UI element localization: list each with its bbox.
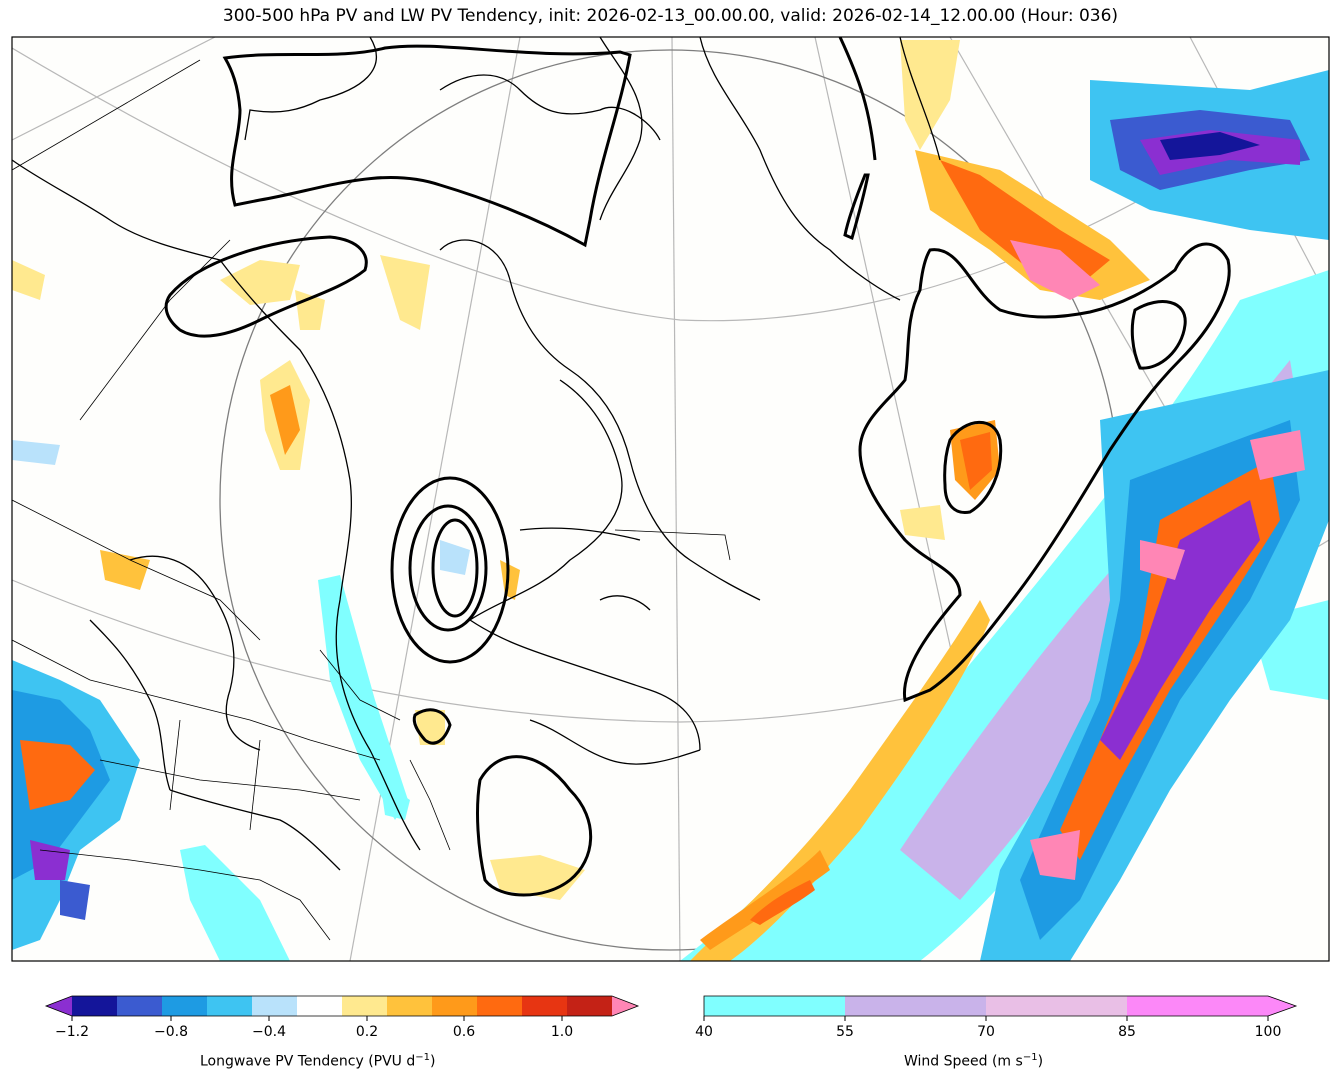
- wind-colorbar-cell: [704, 996, 846, 1016]
- map-panel: [12, 37, 1329, 961]
- pv-colorbar-cell: [72, 996, 118, 1016]
- coastlines: [12, 37, 941, 871]
- pv-colorbar-cell: [207, 996, 253, 1016]
- pv-colorbar-cell: [162, 996, 208, 1016]
- pv-colorbar-cell: [567, 996, 613, 1016]
- wind-colorbar-extend-high: [1268, 996, 1296, 1016]
- pv-tick-label: 0.2: [355, 1024, 379, 1040]
- pv-tendency-fill: [12, 40, 1329, 961]
- pv-colorbar-cell: [432, 996, 478, 1016]
- wind-colorbar-cell: [1127, 996, 1269, 1016]
- map-frame: [11, 36, 1330, 962]
- pv-tick-label: −0.4: [252, 1024, 286, 1040]
- wind-speed-colorbar: [703, 995, 1298, 1021]
- wind-colorbar-cell: [845, 996, 987, 1016]
- pv-colorbar-cell: [297, 996, 343, 1016]
- pv-contours: [164, 37, 1231, 897]
- pv-tendency-colorbar: [44, 995, 640, 1021]
- pv-tick-label: −0.8: [154, 1024, 188, 1040]
- pv-colorbar-cell: [342, 996, 388, 1016]
- pv-colorbar-extend-high: [612, 996, 638, 1016]
- wind-colorbar-label: Wind Speed (m s−1): [904, 1052, 1044, 1070]
- map-title: 300-500 hPa PV and LW PV Tendency, init:…: [222, 6, 1119, 26]
- pv-colorbar-cell: [117, 996, 163, 1016]
- pv-colorbar-extend-low: [46, 996, 72, 1016]
- wind-tick-label: 40: [695, 1024, 713, 1040]
- pv-colorbar-cell: [387, 996, 433, 1016]
- pv-tick-label: 0.6: [452, 1024, 476, 1040]
- wind-tick-label: 100: [1254, 1024, 1282, 1040]
- pv-tick-label: 1.0: [550, 1024, 574, 1040]
- wind-tick-label: 70: [977, 1024, 995, 1040]
- pv-colorbar-label: Longwave PV Tendency (PVU d−1): [200, 1052, 436, 1070]
- pv-colorbar-cell: [522, 996, 568, 1016]
- wind-tick-label: 85: [1118, 1024, 1136, 1040]
- pv-colorbar-cell: [252, 996, 298, 1016]
- political-borders: [12, 59, 731, 941]
- wind-colorbar-cell: [986, 996, 1128, 1016]
- pv-colorbar-cell: [477, 996, 523, 1016]
- wind-tick-label: 55: [836, 1024, 854, 1040]
- pv-tick-label: −1.2: [55, 1024, 89, 1040]
